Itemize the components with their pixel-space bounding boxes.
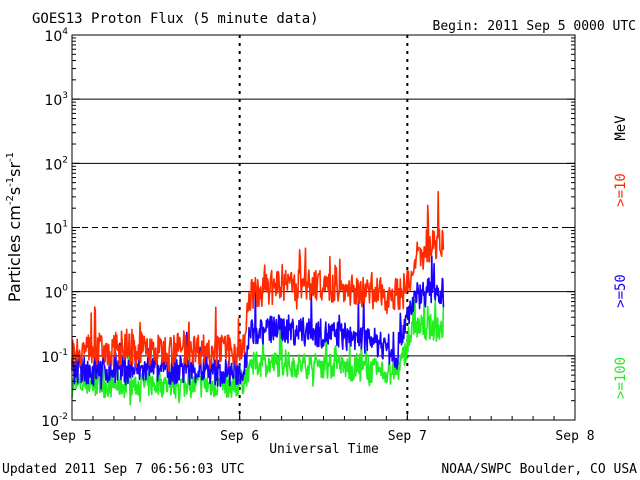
x-tick-label: Sep 7 (388, 429, 427, 444)
noaa-credit: NOAA/SWPC Boulder, CO USA (441, 462, 637, 477)
x-tick-label: Sep 8 (555, 429, 594, 444)
y-tick-label: 104 (44, 27, 68, 45)
y-axis-label: Particles cm-2s-1sr-1 (5, 152, 24, 302)
begin-label: Begin: 2011 Sep 5 0000 UTC (433, 19, 637, 34)
chart-title: GOES13 Proton Flux (5 minute data) (32, 11, 319, 27)
y-tick-label: 101 (44, 220, 68, 238)
legend-unit: MeV (613, 115, 629, 141)
y-tick-label: 100 (44, 284, 68, 302)
y-tick-label: 102 (44, 155, 68, 173)
y-tick-label: 10-2 (41, 412, 68, 430)
updated-timestamp: Updated 2011 Sep 7 06:56:03 UTC (2, 462, 245, 477)
series-line-100 (71, 292, 445, 406)
x-tick-label: Sep 6 (220, 429, 259, 444)
series-line-10 (71, 190, 445, 372)
legend-entry-50: >=50 (613, 274, 629, 308)
y-axis-ticks: 10-2 10-1 100 101 102 103 104 (41, 27, 575, 430)
series-line-50 (71, 255, 445, 390)
x-axis-ticks: Sep 5 Sep 6 Sep 7 Sep 8 (52, 412, 595, 444)
legend-entry-100: >=100 (613, 357, 629, 399)
y-tick-label: 103 (44, 91, 68, 109)
series-layer (71, 190, 445, 406)
x-tick-label: Sep 5 (52, 429, 91, 444)
legend-entry-10: >=10 (613, 173, 629, 207)
y-tick-label: 10-1 (41, 348, 68, 366)
x-axis-label: Universal Time (269, 442, 379, 457)
